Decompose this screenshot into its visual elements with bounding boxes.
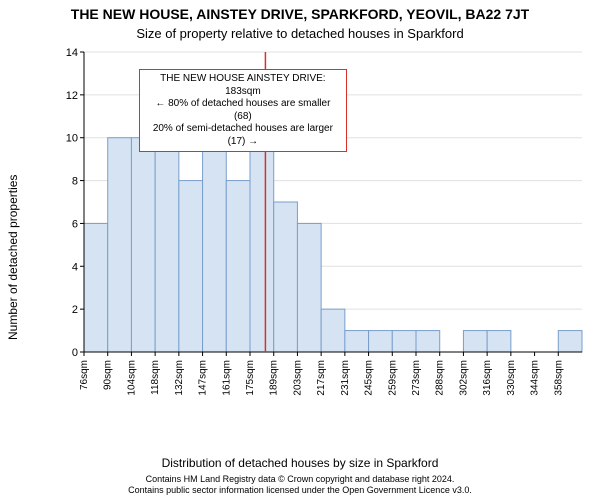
ytick-label: 12 xyxy=(66,90,78,102)
xtick-label: 203sqm xyxy=(292,360,303,396)
bar xyxy=(345,331,369,352)
xtick-label: 358sqm xyxy=(553,360,564,396)
bar xyxy=(487,331,511,352)
xtick-label: 90sqm xyxy=(103,360,114,390)
ytick-label: 4 xyxy=(72,261,78,273)
x-axis-label: Distribution of detached houses by size … xyxy=(0,456,600,470)
chart-title: THE NEW HOUSE, AINSTEY DRIVE, SPARKFORD,… xyxy=(0,6,600,22)
xtick-label: 330sqm xyxy=(506,360,517,396)
bar xyxy=(321,309,345,352)
bar xyxy=(558,331,582,352)
xtick-label: 302sqm xyxy=(458,360,469,396)
bar xyxy=(226,181,250,352)
bar xyxy=(203,138,227,352)
callout-line3: 20% of semi-detached houses are larger (… xyxy=(146,123,341,148)
xtick-label: 245sqm xyxy=(364,360,375,396)
credits-line1: Contains HM Land Registry data © Crown c… xyxy=(0,474,600,485)
xtick-label: 175sqm xyxy=(245,360,256,396)
bar xyxy=(274,202,298,352)
credits: Contains HM Land Registry data © Crown c… xyxy=(0,474,600,496)
xtick-label: 259sqm xyxy=(387,360,398,396)
bar xyxy=(416,331,440,352)
xtick-label: 316sqm xyxy=(482,360,493,396)
xtick-label: 104sqm xyxy=(126,360,137,396)
bar xyxy=(297,223,321,352)
ytick-label: 2 xyxy=(72,304,78,316)
bar xyxy=(108,138,132,352)
ytick-label: 8 xyxy=(72,176,78,188)
xtick-label: 288sqm xyxy=(435,360,446,396)
y-axis-label: Number of detached properties xyxy=(6,85,20,250)
ytick-label: 14 xyxy=(66,48,78,59)
callout-line2: ← 80% of detached houses are smaller (68… xyxy=(146,98,341,123)
bar xyxy=(179,181,203,352)
xtick-label: 231sqm xyxy=(340,360,351,396)
ytick-label: 10 xyxy=(66,133,78,145)
xtick-label: 132sqm xyxy=(174,360,185,396)
xtick-label: 76sqm xyxy=(79,360,90,390)
xtick-label: 217sqm xyxy=(316,360,327,396)
xtick-label: 118sqm xyxy=(150,360,161,395)
bar xyxy=(369,331,393,352)
callout-box: THE NEW HOUSE AINSTEY DRIVE: 183sqm ← 80… xyxy=(139,69,348,152)
xtick-label: 189sqm xyxy=(269,360,280,396)
credits-line2: Contains public sector information licen… xyxy=(0,485,600,496)
callout-line1: THE NEW HOUSE AINSTEY DRIVE: 183sqm xyxy=(146,73,341,98)
bar xyxy=(131,138,155,352)
xtick-label: 147sqm xyxy=(198,360,209,396)
bar xyxy=(84,223,108,352)
xtick-label: 273sqm xyxy=(411,360,422,396)
chart-subtitle: Size of property relative to detached ho… xyxy=(0,26,600,41)
xtick-label: 161sqm xyxy=(221,360,232,396)
xtick-label: 344sqm xyxy=(530,360,541,396)
ytick-label: 6 xyxy=(72,218,78,230)
bar xyxy=(392,331,416,352)
ytick-label: 0 xyxy=(72,347,78,359)
plot-area: 0 2 4 6 8 10 12 14 76sqm 90sqm 104sqm 118sqm 132sqm 1… xyxy=(58,48,588,408)
bar xyxy=(463,331,487,352)
